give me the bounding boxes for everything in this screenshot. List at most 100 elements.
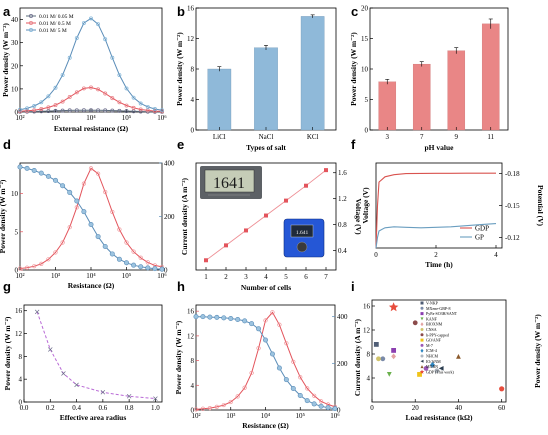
current-density-point [214, 314, 220, 320]
legend-label: GDP (This work) [426, 369, 455, 374]
y-axis-label: Power density (W m⁻²) [1, 23, 10, 97]
legend-label: V-NKP [426, 301, 439, 306]
x-tick-label: 9 [455, 133, 459, 141]
data-point [103, 91, 108, 96]
data-point [61, 371, 66, 376]
data-point [67, 95, 72, 99]
panel-label-b: b [177, 4, 185, 19]
x-tick-label: 10² [15, 114, 24, 122]
legend-marker [420, 322, 424, 327]
current-density-point [200, 314, 206, 320]
legend-label: MXBN [426, 364, 438, 369]
y-tick-label: 4 [191, 96, 195, 104]
x-tick-label: 0.0 [20, 404, 29, 412]
data-point [304, 183, 308, 188]
legend-marker [420, 301, 424, 305]
legend-marker [420, 328, 424, 331]
y-tick-label: 0.8 [338, 221, 347, 229]
legend-marker [420, 338, 424, 342]
panel-label-a: a [3, 4, 11, 19]
legend-marker [420, 312, 424, 316]
bar [300, 16, 325, 131]
data-point [74, 36, 79, 40]
y-tick-label: 0 [15, 109, 19, 117]
data-point [412, 320, 418, 326]
y-tick-label: 8 [19, 353, 23, 361]
x-tick-label: 10⁴ [261, 412, 271, 420]
x-tick-label: 2 [224, 273, 228, 281]
x-tick-label: 10⁶ [157, 272, 167, 280]
data-point [388, 302, 399, 312]
y-tick-label: 4 [191, 382, 195, 390]
current-density-point [332, 406, 338, 412]
power-density-point [305, 386, 310, 391]
current-density-point [269, 351, 275, 357]
data-point [39, 100, 44, 105]
x-tick-label: 3 [386, 133, 390, 141]
data-point [46, 109, 51, 114]
data-point [60, 99, 65, 104]
data-point [39, 109, 44, 114]
bar [207, 68, 232, 131]
data-point [96, 22, 101, 27]
data-point [438, 366, 444, 371]
current-density-point [74, 198, 80, 204]
y-tick-label: 16 [187, 5, 195, 13]
x-tick-label: 10⁵ [296, 412, 306, 420]
y-tick-label: 1.6 [338, 169, 347, 177]
current-density-line [196, 316, 336, 410]
x-tick-label: 10⁴ [86, 272, 96, 280]
current-density-point [193, 314, 199, 320]
data-point [423, 366, 429, 371]
power-density-point [193, 407, 199, 412]
y2-tick-label: 0 [337, 407, 341, 415]
data-point [160, 108, 164, 113]
data-point [126, 394, 132, 399]
legend-label: 0.01 M/ 0.05 M [39, 14, 74, 20]
data-point [204, 258, 208, 263]
current-density-line [19, 166, 163, 270]
power-density-point [110, 209, 115, 215]
data-point [117, 108, 122, 113]
data-point [131, 105, 136, 110]
power-density-point [291, 359, 296, 364]
y-tick-label: 12 [363, 327, 371, 335]
panel-label-e: e [177, 137, 184, 152]
x-tick-label: 0.8 [125, 404, 134, 412]
series-line [375, 172, 496, 249]
legend-label: IO/ANM [426, 359, 441, 364]
series-line [375, 223, 497, 249]
data-point [124, 109, 129, 114]
current-density-point [228, 316, 234, 322]
current-density-point [145, 265, 151, 271]
current-density-point [116, 256, 122, 262]
data-point [138, 107, 143, 112]
power-density-point [124, 240, 129, 245]
x-tick-label: 11 [487, 133, 494, 141]
data-point [18, 109, 22, 114]
legend-marker [420, 365, 424, 369]
x-tick-label: 1 [204, 273, 208, 281]
y-tick-label: 40 [11, 16, 19, 24]
panel-label-h: h [177, 279, 185, 294]
data-point [110, 96, 115, 101]
data-point [39, 107, 44, 111]
x-tick-label: 6 [304, 273, 308, 281]
y-axis-label-left: Voltage (V) [361, 187, 370, 224]
y-axis-label: Power density (W m⁻²) [0, 179, 7, 253]
power-density-point [60, 240, 65, 245]
y-tick-label: 0 [191, 127, 195, 135]
current-density-point [207, 314, 213, 320]
x-tick-label: 0.2 [46, 404, 55, 412]
data-point [499, 386, 505, 392]
power-density-point [131, 249, 136, 254]
x-axis-label: Resistance (Ω) [68, 281, 115, 290]
data-point [391, 353, 397, 360]
x-tick-label: 10² [191, 412, 200, 420]
panel-label-i: i [351, 279, 355, 294]
power-density-point [46, 257, 51, 262]
x-tick-label: 10⁶ [330, 412, 340, 420]
y-tick-label: 12 [187, 35, 195, 43]
data-point [74, 90, 79, 95]
plot-frame [371, 299, 507, 403]
